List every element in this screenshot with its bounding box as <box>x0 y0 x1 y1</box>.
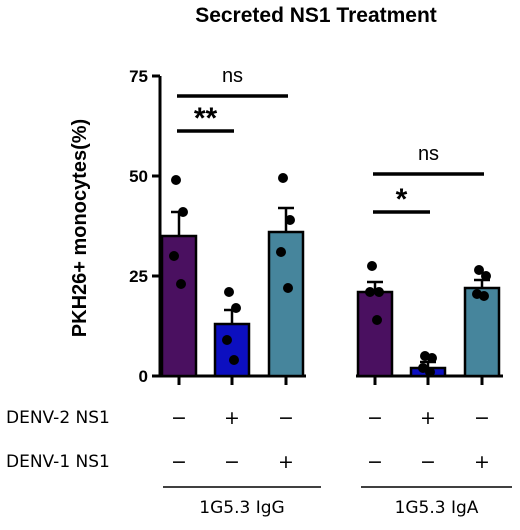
condition-mark: − <box>278 407 294 429</box>
data-point <box>222 335 232 345</box>
condition-mark: + <box>474 451 490 473</box>
data-point <box>278 173 288 183</box>
significance-label: ** <box>194 102 218 135</box>
condition-mark: + <box>224 407 240 429</box>
conditions-layer: DENV-2 NS1 − + − − + − DENV-1 NS1 − − + − − + <box>6 407 490 473</box>
data-point <box>224 287 234 297</box>
data-point <box>229 355 239 365</box>
condition-mark: − <box>367 407 383 429</box>
bar <box>160 234 198 378</box>
condition-mark: + <box>278 451 294 473</box>
data-point <box>474 265 484 275</box>
condition-mark: − <box>420 451 436 473</box>
condition-mark: − <box>171 451 187 473</box>
significance-layer: ns**ns* <box>177 65 484 216</box>
data-point <box>367 261 377 271</box>
data-point <box>481 271 491 281</box>
data-point <box>276 247 286 257</box>
data-point <box>425 367 435 377</box>
significance-label: ns <box>418 143 439 165</box>
condition-mark: − <box>367 451 383 473</box>
group-label: 1G5.3 IgG <box>199 498 284 518</box>
y-tick-label: 75 <box>129 67 148 86</box>
data-point <box>372 315 382 325</box>
data-point <box>365 287 375 297</box>
y-tick-label: 0 <box>139 367 148 386</box>
group-labels-layer: 1G5.3 IgG 1G5.3 IgA <box>163 486 512 518</box>
data-point <box>374 287 384 297</box>
data-point <box>171 175 181 185</box>
y-axis-label: PKH26+ monocytes(%) <box>69 119 91 337</box>
bars-layer <box>160 206 501 378</box>
data-point <box>176 279 186 289</box>
data-point <box>427 353 437 363</box>
bar <box>267 230 305 378</box>
y-tick-label: 50 <box>129 167 148 186</box>
data-point <box>283 283 293 293</box>
data-point <box>285 215 295 225</box>
condition-mark: − <box>224 451 240 473</box>
condition-mark: + <box>420 407 436 429</box>
condition-row-label: DENV-2 NS1 <box>6 408 110 428</box>
data-point <box>479 291 489 301</box>
data-point <box>231 303 241 313</box>
chart-title: Secreted NS1 Treatment <box>195 4 437 27</box>
significance-label: ns <box>222 65 243 87</box>
y-tick-label: 25 <box>129 267 148 286</box>
group-label: 1G5.3 IgA <box>395 498 479 518</box>
condition-mark: − <box>171 407 187 429</box>
condition-mark: − <box>474 407 490 429</box>
points-layer <box>169 173 491 377</box>
significance-label: * <box>396 183 408 216</box>
bar <box>463 286 501 378</box>
data-point <box>178 207 188 217</box>
bar <box>213 322 251 378</box>
condition-row-label: DENV-1 NS1 <box>6 452 110 472</box>
data-point <box>169 251 179 261</box>
bar <box>356 290 394 378</box>
